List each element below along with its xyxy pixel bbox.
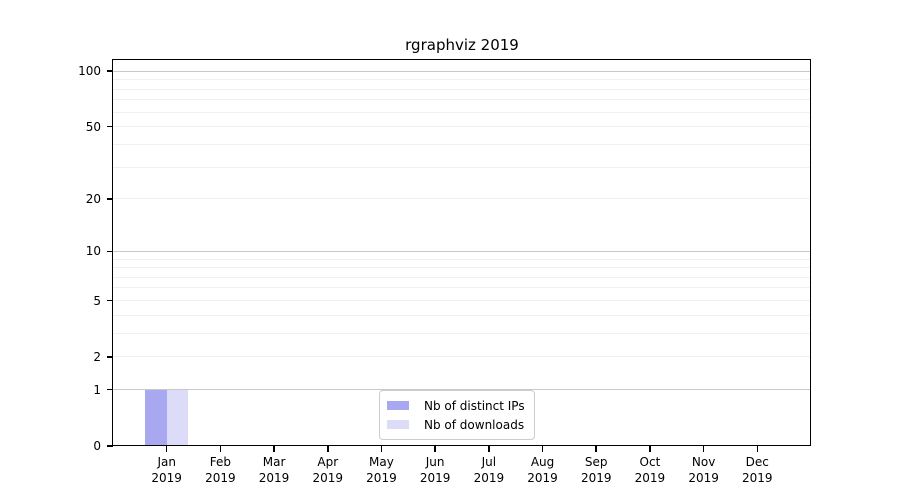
y-tick-label: 100 [78,64,101,79]
x-tick-label: Oct 2019 [618,454,682,486]
x-label-year: 2019 [366,471,397,485]
legend-item-downloads: Nb of downloads [387,415,525,434]
x-tick [595,446,597,452]
bar-downloads [166,389,189,446]
legend-swatch-downloads [387,419,409,430]
y-tick-label: 0 [93,439,101,453]
x-tick [273,446,275,452]
legend-item-distinct-ips: Nb of distinct IPs [387,396,525,415]
y-gridline-minor [113,79,811,81]
x-label-month: Mar [262,455,286,469]
x-label-year: 2019 [258,471,290,485]
x-label-year: 2019 [473,471,505,485]
y-gridline-minor [113,126,811,128]
y-gridline-minor [113,198,811,200]
x-label-month: Jan [157,455,176,469]
y-gridline-minor [113,332,811,334]
x-tick-label: Sep 2019 [564,454,628,486]
y-gridline-minor [113,267,811,269]
x-tick-label: Apr 2019 [296,454,360,486]
x-tick [649,446,651,452]
y-gridline-major [113,70,811,72]
x-label-month: Oct [639,455,661,469]
x-tick-label: Feb 2019 [188,454,252,486]
y-gridline-minor [113,166,811,168]
y-tick [107,125,113,128]
x-tick-label: Jul 2019 [457,454,521,486]
x-label-year: 2019 [688,471,719,485]
y-gridline-major [113,250,811,252]
y-gridline-minor [113,88,811,90]
y-tick [107,445,113,447]
x-tick [488,446,490,452]
y-tick-label: 10 [85,244,101,259]
plot-border [112,59,811,446]
x-label-month: Dec [745,455,769,469]
x-tick-label: Mar 2019 [242,454,306,486]
x-label-year: 2019 [742,471,773,485]
x-tick [327,446,329,452]
y-tick-label: 20 [85,191,101,206]
x-tick-label: Nov 2019 [672,454,736,486]
x-label-month: Sep [584,455,608,469]
y-gridline-minor [113,300,811,301]
x-tick-label: May 2019 [349,454,413,486]
y-tick [107,70,113,72]
legend: Nb of distinct IPs Nb of downloads [379,390,535,440]
x-label-year: 2019 [580,471,612,485]
y-gridline-minor [113,276,811,278]
y-tick [107,388,113,391]
chart-title: rgraphviz 2019 [405,36,519,54]
y-gridline-minor [113,356,811,358]
x-tick-label: Dec 2019 [725,454,789,486]
x-label-year: 2019 [312,471,344,485]
x-label-month: Jul [481,455,497,469]
x-label-month: Nov [691,455,716,469]
y-tick-label: 1 [93,382,101,397]
x-tick [165,446,168,452]
y-tick [107,299,113,302]
y-tick-label: 2 [93,349,101,364]
y-tick-label: 5 [93,293,101,308]
y-tick [107,356,113,358]
x-tick [434,446,436,452]
legend-label-distinct-ips: Nb of distinct IPs [424,398,525,413]
x-label-year: 2019 [151,471,182,485]
y-gridline-major [113,389,811,391]
x-tick [756,446,759,452]
x-tick [702,446,705,452]
y-gridline-minor [113,258,811,260]
y-gridline-minor [113,287,811,289]
x-label-year: 2019 [634,471,666,485]
y-gridline-minor [113,314,811,316]
x-label-month: Feb [209,455,231,469]
y-tick [107,198,113,200]
x-tick-label: Jan 2019 [135,454,199,486]
x-label-year: 2019 [419,471,451,485]
x-tick [541,446,544,452]
x-label-year: 2019 [205,471,236,485]
y-gridline-minor [113,99,811,101]
x-label-month: May [369,455,394,469]
legend-label-downloads: Nb of downloads [424,417,525,432]
x-tick [219,446,222,452]
legend-swatch-distinct-ips [387,400,409,411]
x-tick-label: Jun 2019 [403,454,467,486]
y-gridline-minor [113,143,811,145]
x-label-month: Apr [317,455,339,469]
x-tick [380,446,383,452]
x-label-month: Aug [530,455,555,469]
x-label-month: Jun [425,455,445,469]
x-tick-label: Aug 2019 [511,454,575,486]
y-tick [107,250,113,253]
bar-distinct-ips [145,389,167,446]
y-tick-label: 50 [85,119,101,134]
x-label-year: 2019 [527,471,558,485]
y-gridline-minor [113,111,811,113]
